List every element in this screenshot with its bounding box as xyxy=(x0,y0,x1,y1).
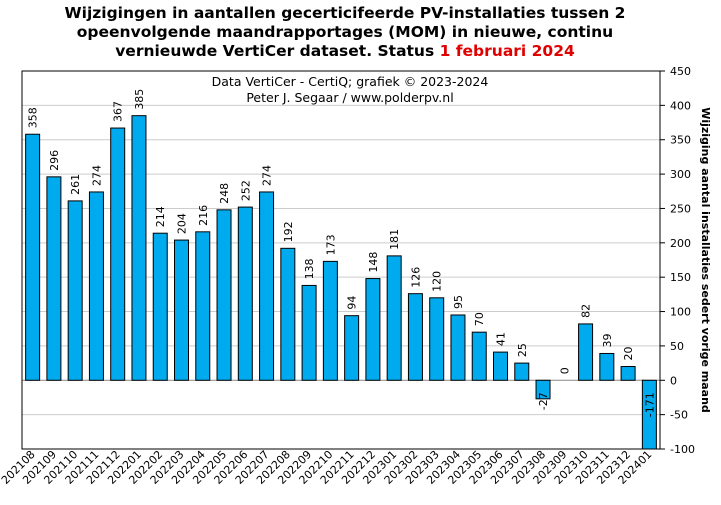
bar xyxy=(152,232,168,381)
plot-border xyxy=(21,70,661,450)
value-label: -27 xyxy=(537,392,550,410)
y-tick-label: 250 xyxy=(670,202,691,215)
y-tick-label: 450 xyxy=(670,65,691,78)
y-tick-label: 0 xyxy=(670,374,677,387)
y-tick-label: 350 xyxy=(670,134,691,147)
status-date: 1 februari 2024 xyxy=(440,42,575,60)
value-label: 126 xyxy=(409,267,422,288)
bar xyxy=(344,315,360,381)
value-label: 41 xyxy=(495,332,508,346)
y-tick-label: -100 xyxy=(670,443,695,456)
value-label: 94 xyxy=(346,296,359,310)
bar xyxy=(110,127,126,381)
plot-area xyxy=(22,71,660,449)
bar xyxy=(514,362,530,381)
value-label: 173 xyxy=(324,234,337,255)
bar xyxy=(429,297,445,381)
y-axis-label: Wijziging aantal installaties sedert vor… xyxy=(699,107,712,413)
bar xyxy=(301,284,317,381)
title-line: vernieuwde VertiCer dataset. Status 1 fe… xyxy=(115,42,575,60)
bar xyxy=(535,379,551,400)
bar xyxy=(620,366,636,381)
title-line: opeenvolgende maandrapportages (MOM) in … xyxy=(77,23,613,41)
bar xyxy=(67,200,83,381)
bar xyxy=(322,260,338,381)
subtitle: Data VertiCer - CertiQ; grafiek © 2023-2… xyxy=(212,74,489,89)
value-label: -171 xyxy=(643,392,656,417)
value-label: 82 xyxy=(580,304,593,318)
y-tick-label: 400 xyxy=(670,99,691,112)
value-label: 95 xyxy=(452,295,465,309)
y-tick-label: 50 xyxy=(670,340,684,353)
value-label: 296 xyxy=(48,150,61,171)
bar xyxy=(365,278,381,381)
value-label: 181 xyxy=(388,229,401,250)
value-label: 0 xyxy=(558,367,571,374)
value-label: 204 xyxy=(176,213,189,234)
bar xyxy=(131,115,147,381)
bar xyxy=(493,351,508,381)
bar xyxy=(407,293,423,381)
value-label: 39 xyxy=(601,333,614,347)
value-label: 70 xyxy=(473,312,486,326)
value-label: 20 xyxy=(622,347,635,361)
bar xyxy=(88,191,104,381)
bar xyxy=(25,133,41,381)
grid xyxy=(22,70,660,450)
bar xyxy=(237,206,253,381)
subtitle: Peter J. Segaar / www.polderpv.nl xyxy=(246,90,453,105)
value-label: 248 xyxy=(218,183,231,204)
bar xyxy=(195,231,211,381)
title-line: Wijzigingen in aantallen gecerticifeerde… xyxy=(65,4,626,22)
value-label: 148 xyxy=(367,252,380,273)
bar xyxy=(174,239,189,381)
value-label: 120 xyxy=(431,271,444,292)
y-tick-label: 200 xyxy=(670,237,691,250)
bar xyxy=(216,209,232,381)
y-tick-label: 300 xyxy=(670,168,691,181)
value-label: 252 xyxy=(239,180,252,201)
value-label: 192 xyxy=(282,221,295,242)
value-label: 367 xyxy=(112,101,125,122)
bar xyxy=(386,255,402,381)
bar xyxy=(46,176,62,381)
bar xyxy=(641,379,657,449)
value-label: 25 xyxy=(516,343,529,357)
title-line: vernieuwde VertiCer dataset. Status xyxy=(115,42,434,60)
value-label: 358 xyxy=(27,107,40,128)
value-label: 138 xyxy=(303,258,316,279)
bar xyxy=(471,331,487,381)
y-tick-label: 100 xyxy=(670,306,691,319)
value-label: 385 xyxy=(133,89,146,110)
bar xyxy=(578,323,594,381)
value-label: 274 xyxy=(261,165,274,186)
value-label: 214 xyxy=(154,206,167,227)
value-label: 274 xyxy=(90,165,103,186)
bars xyxy=(25,115,657,449)
value-label: 261 xyxy=(69,174,82,195)
value-label: 216 xyxy=(197,205,210,226)
bar xyxy=(259,191,275,381)
bar xyxy=(280,247,296,381)
bar xyxy=(599,352,615,381)
y-tick-label: 150 xyxy=(670,271,691,284)
bar xyxy=(450,314,466,381)
y-tick-label: -50 xyxy=(670,409,688,422)
